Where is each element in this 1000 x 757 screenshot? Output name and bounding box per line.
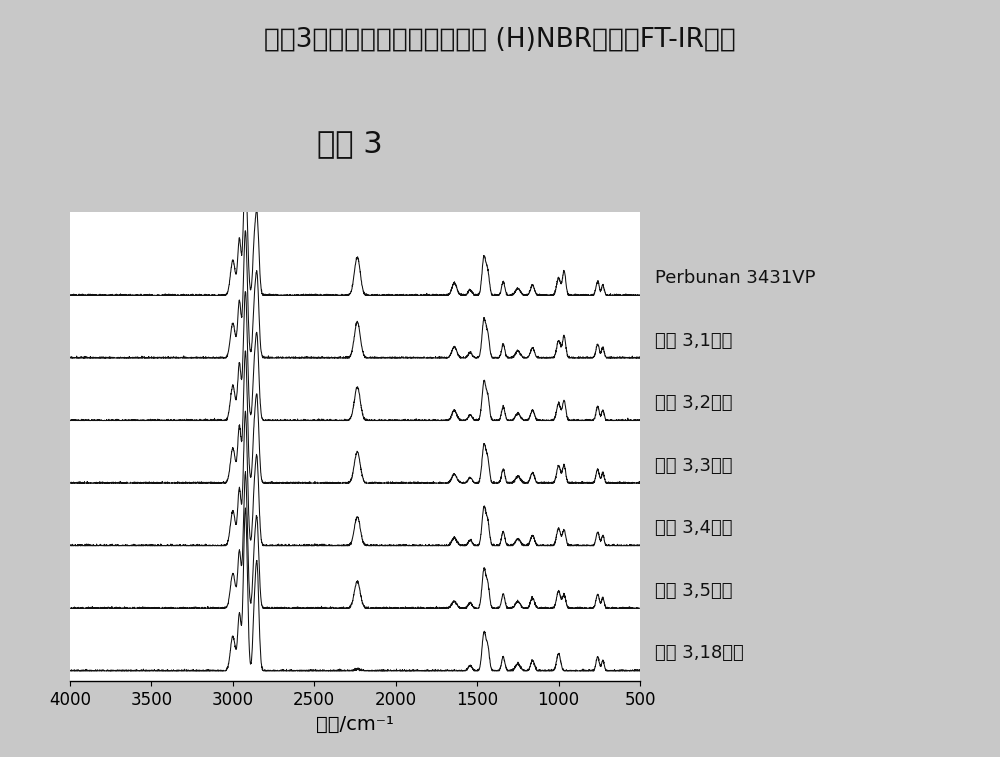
Text: 实例 3,5小时: 实例 3,5小时 [655,582,732,600]
Text: 实例 3: 实例 3 [317,129,383,157]
X-axis label: 波数/cm⁻¹: 波数/cm⁻¹ [316,715,394,734]
Text: Perbunan 3431VP: Perbunan 3431VP [655,269,815,287]
Text: 实例 3,1小时: 实例 3,1小时 [655,332,732,350]
Text: 实例3中在氢化前和氢化期间的 (H)NBR样品的FT-IR光谱: 实例3中在氢化前和氢化期间的 (H)NBR样品的FT-IR光谱 [264,26,736,52]
Text: 实例 3,2小时: 实例 3,2小时 [655,394,732,412]
Text: 实例 3,18小时: 实例 3,18小时 [655,644,744,662]
Text: 实例 3,4小时: 实例 3,4小时 [655,519,732,537]
Text: 实例 3,3小时: 实例 3,3小时 [655,456,732,475]
